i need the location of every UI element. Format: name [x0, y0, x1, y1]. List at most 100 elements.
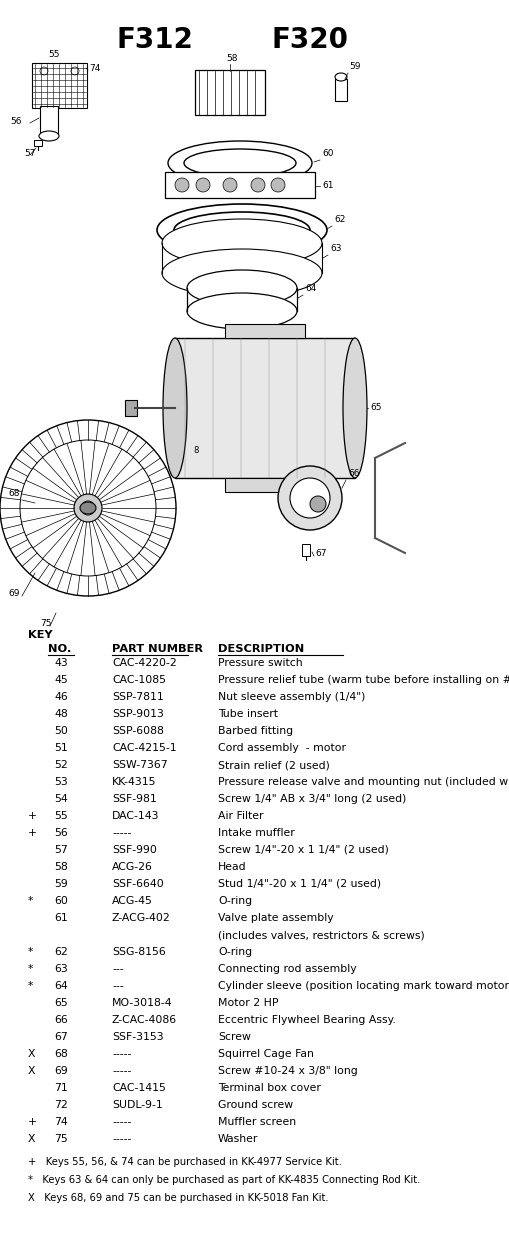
- Circle shape: [81, 500, 95, 515]
- Text: CAC-4220-2: CAC-4220-2: [112, 658, 177, 668]
- Bar: [302, 544, 310, 557]
- Text: ---: ---: [112, 981, 124, 991]
- Text: 62: 62: [334, 215, 346, 223]
- Text: -----: -----: [112, 1050, 131, 1060]
- Text: 48: 48: [54, 709, 68, 719]
- Text: Washer: Washer: [218, 1134, 259, 1144]
- Text: 58: 58: [54, 862, 68, 872]
- Text: Pressure relief tube (warm tube before installing on #50): Pressure relief tube (warm tube before i…: [218, 675, 509, 685]
- Text: 65: 65: [370, 403, 382, 413]
- Text: 64: 64: [305, 285, 317, 293]
- Text: 46: 46: [54, 691, 68, 701]
- Text: 43: 43: [54, 658, 68, 668]
- Text: 45: 45: [54, 675, 68, 685]
- Text: 74: 74: [54, 1117, 68, 1127]
- Ellipse shape: [196, 178, 210, 192]
- Text: 68: 68: [8, 489, 19, 498]
- Text: *   Keys 63 & 64 can only be purchased as part of KK-4835 Connecting Rod Kit.: * Keys 63 & 64 can only be purchased as …: [28, 1174, 420, 1184]
- Circle shape: [290, 478, 330, 518]
- Bar: [165, 172, 315, 198]
- Text: CAC-1415: CAC-1415: [112, 1083, 166, 1093]
- Text: 74: 74: [89, 64, 100, 72]
- Ellipse shape: [174, 212, 310, 248]
- Bar: [335, 79, 347, 101]
- Ellipse shape: [80, 502, 96, 514]
- Text: 55: 55: [54, 811, 68, 821]
- Text: SSP-9013: SSP-9013: [112, 709, 164, 719]
- Text: Z-ACG-402: Z-ACG-402: [112, 914, 171, 924]
- Text: Eccentric Flywheel Bearing Assy.: Eccentric Flywheel Bearing Assy.: [218, 1015, 396, 1025]
- Text: +: +: [28, 811, 37, 821]
- Text: Z-CAC-4086: Z-CAC-4086: [112, 1015, 177, 1025]
- Text: Head: Head: [218, 862, 247, 872]
- Text: SSG-8156: SSG-8156: [112, 947, 166, 957]
- Ellipse shape: [163, 338, 187, 478]
- Text: Motor 2 HP: Motor 2 HP: [218, 998, 278, 1008]
- Bar: [225, 478, 305, 492]
- Bar: [195, 70, 265, 115]
- Text: Cord assembly  - motor: Cord assembly - motor: [218, 743, 346, 753]
- Text: Connecting rod assembly: Connecting rod assembly: [218, 963, 357, 973]
- Text: F320: F320: [271, 26, 349, 54]
- Text: Screw #10-24 x 3/8" long: Screw #10-24 x 3/8" long: [218, 1066, 358, 1076]
- Text: *: *: [28, 947, 34, 957]
- Text: 71: 71: [54, 1083, 68, 1093]
- Text: *: *: [28, 981, 34, 991]
- Ellipse shape: [39, 131, 59, 141]
- Ellipse shape: [40, 67, 48, 75]
- Ellipse shape: [187, 293, 297, 329]
- Text: 61: 61: [54, 914, 68, 924]
- Text: 75: 75: [40, 619, 51, 628]
- Text: 53: 53: [54, 778, 68, 787]
- Text: DESCRIPTION: DESCRIPTION: [218, 644, 304, 654]
- Ellipse shape: [343, 338, 367, 478]
- Text: Air Filter: Air Filter: [218, 811, 264, 821]
- Text: 61: 61: [322, 181, 333, 190]
- Text: DAC-143: DAC-143: [112, 811, 159, 821]
- Text: *: *: [28, 963, 34, 973]
- Text: 57: 57: [24, 149, 36, 158]
- Text: -----: -----: [112, 827, 131, 837]
- Text: 68: 68: [54, 1050, 68, 1060]
- Circle shape: [0, 421, 176, 597]
- Text: Screw 1/4" AB x 3/4" long (2 used): Screw 1/4" AB x 3/4" long (2 used): [218, 794, 406, 804]
- Text: Terminal box cover: Terminal box cover: [218, 1083, 321, 1093]
- Ellipse shape: [187, 270, 297, 306]
- Text: 57: 57: [54, 845, 68, 855]
- Text: SSF-981: SSF-981: [112, 794, 157, 804]
- Bar: [40, 106, 58, 136]
- Text: Screw: Screw: [218, 1032, 251, 1042]
- Text: ACG-26: ACG-26: [112, 862, 153, 872]
- Circle shape: [310, 495, 326, 512]
- Text: +: +: [28, 827, 37, 837]
- Text: 62: 62: [54, 947, 68, 957]
- Text: 56: 56: [54, 827, 68, 837]
- Text: -----: -----: [112, 1117, 131, 1127]
- Text: Screw 1/4"-20 x 1 1/4" (2 used): Screw 1/4"-20 x 1 1/4" (2 used): [218, 845, 389, 855]
- Bar: [125, 401, 137, 416]
- Ellipse shape: [175, 178, 189, 192]
- Text: 59: 59: [349, 62, 360, 71]
- Ellipse shape: [184, 149, 296, 177]
- Text: X   Keys 68, 69 and 75 can be purchased in KK-5018 Fan Kit.: X Keys 68, 69 and 75 can be purchased in…: [28, 1193, 329, 1203]
- Text: MO-3018-4: MO-3018-4: [112, 998, 173, 1008]
- Text: SSF-990: SSF-990: [112, 845, 157, 855]
- Text: Squirrel Cage Fan: Squirrel Cage Fan: [218, 1050, 314, 1060]
- Text: SSF-3153: SSF-3153: [112, 1032, 163, 1042]
- Text: 64: 64: [54, 981, 68, 991]
- Ellipse shape: [157, 203, 327, 256]
- Text: Tube insert: Tube insert: [218, 709, 278, 719]
- Text: X: X: [28, 1050, 36, 1060]
- Text: O-ring: O-ring: [218, 947, 252, 957]
- Text: (includes valves, restrictors & screws): (includes valves, restrictors & screws): [218, 930, 425, 940]
- Ellipse shape: [251, 178, 265, 192]
- Text: O-ring: O-ring: [218, 896, 252, 906]
- Text: Stud 1/4"-20 x 1 1/4" (2 used): Stud 1/4"-20 x 1 1/4" (2 used): [218, 879, 381, 889]
- Text: 72: 72: [54, 1099, 68, 1109]
- Circle shape: [278, 466, 342, 530]
- Ellipse shape: [271, 178, 285, 192]
- Text: -----: -----: [112, 1066, 131, 1076]
- Text: Muffler screen: Muffler screen: [218, 1117, 296, 1127]
- Text: 60: 60: [54, 896, 68, 906]
- Text: Pressure switch: Pressure switch: [218, 658, 303, 668]
